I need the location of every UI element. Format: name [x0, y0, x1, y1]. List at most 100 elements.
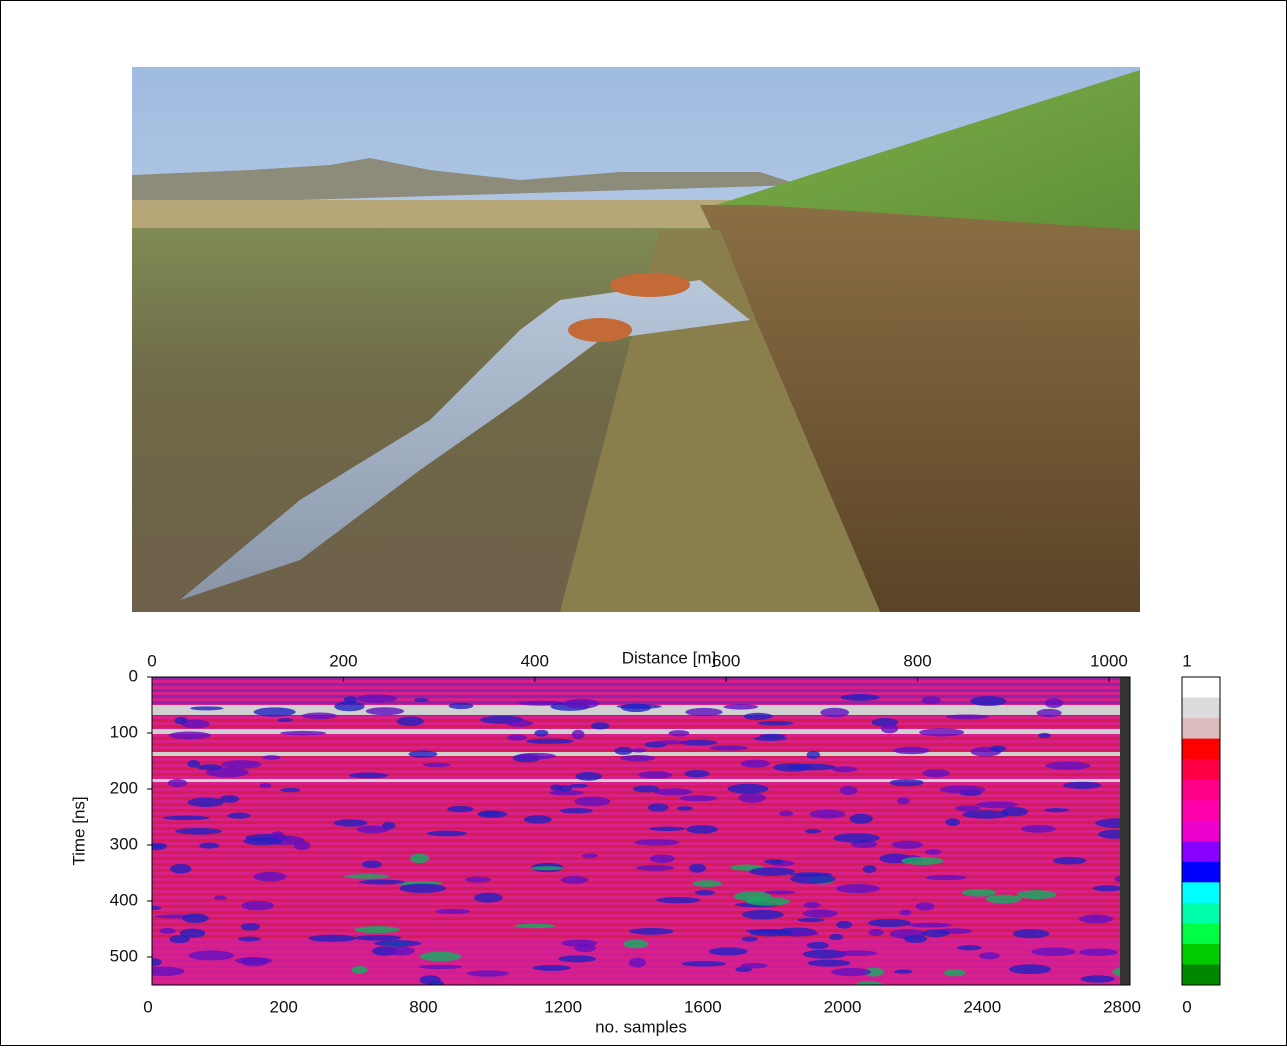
blob [420, 952, 462, 962]
figure: Distance [m] Time [ns] no. samples 1 0 0… [0, 0, 1287, 1046]
blob [1095, 818, 1141, 828]
blob [272, 831, 284, 838]
blob [741, 963, 768, 969]
blob [175, 828, 222, 835]
band [152, 881, 1130, 884]
blob [840, 786, 858, 795]
blob [620, 755, 655, 761]
blob [739, 793, 766, 803]
band [152, 923, 1130, 926]
colorbar-cell [1182, 841, 1220, 862]
blob [262, 755, 280, 759]
blob [591, 722, 610, 729]
blob [423, 763, 450, 767]
blob [689, 864, 706, 873]
blob [354, 926, 399, 933]
y-tick-label: 200 [110, 778, 138, 797]
blob [893, 747, 930, 754]
blob [1037, 709, 1062, 717]
blob [259, 783, 271, 788]
colorbar-cell [1182, 821, 1220, 842]
blob [359, 880, 405, 885]
colorbar-cell [1182, 800, 1220, 821]
band [152, 725, 1130, 728]
blob [524, 815, 552, 823]
blob [940, 785, 986, 793]
blob [970, 696, 1006, 706]
band [152, 761, 1130, 764]
blob [221, 760, 261, 769]
blob [1044, 808, 1069, 812]
band [152, 737, 1130, 740]
blob [986, 895, 1022, 904]
blob [685, 708, 722, 716]
edge [1120, 677, 1130, 985]
band [152, 767, 1130, 770]
blob [362, 861, 382, 869]
band [152, 683, 1130, 686]
band [152, 833, 1130, 836]
blob [742, 910, 784, 919]
blob [220, 795, 239, 803]
blob [946, 818, 960, 826]
blob [897, 797, 910, 804]
blob [199, 843, 219, 849]
blob [506, 720, 533, 727]
blob [294, 841, 311, 851]
blob [850, 814, 873, 824]
blob [916, 902, 935, 910]
colorbar-label: 0 [1182, 997, 1191, 1016]
blob [636, 865, 674, 871]
x-tick-label: 2000 [824, 997, 862, 1016]
blob [686, 825, 717, 834]
blob [679, 795, 717, 801]
band [152, 971, 1130, 974]
blob [633, 785, 659, 792]
blob [214, 896, 227, 901]
blob [695, 890, 715, 895]
blob [841, 694, 880, 701]
blob [253, 872, 286, 882]
blob [808, 960, 851, 967]
blob [904, 935, 927, 943]
colorbar-cell [1182, 759, 1220, 780]
band [152, 911, 1130, 914]
blob [419, 965, 463, 969]
blob [356, 694, 397, 702]
blob [575, 772, 602, 781]
x-tick-label: 200 [270, 997, 298, 1016]
blob [807, 751, 820, 759]
blob [1009, 964, 1051, 974]
band [152, 689, 1130, 692]
radargram [137, 677, 1141, 989]
blob [241, 923, 260, 930]
blob [835, 950, 877, 956]
x-tick-label: 1600 [684, 997, 722, 1016]
blob [890, 779, 924, 786]
blob [427, 831, 468, 837]
blob [759, 734, 786, 738]
blob [868, 919, 911, 927]
blob [881, 724, 898, 733]
blob [807, 942, 829, 949]
y-tick-label: 0 [129, 666, 138, 685]
blob [1093, 885, 1123, 891]
band [152, 743, 1130, 746]
blob [805, 829, 821, 834]
blob [962, 889, 997, 896]
colorbar-cell [1182, 698, 1220, 719]
blob [531, 866, 563, 870]
blob [649, 827, 685, 831]
blob [351, 966, 367, 974]
colorbar-cell [1182, 862, 1220, 883]
band [152, 899, 1130, 902]
blob [629, 928, 674, 935]
colorbar-cell [1182, 923, 1220, 944]
blob [354, 935, 401, 941]
band [152, 827, 1130, 830]
blob [1038, 733, 1051, 738]
blob [277, 718, 292, 722]
blob [419, 975, 440, 984]
blob [182, 914, 208, 923]
background [152, 677, 1130, 985]
